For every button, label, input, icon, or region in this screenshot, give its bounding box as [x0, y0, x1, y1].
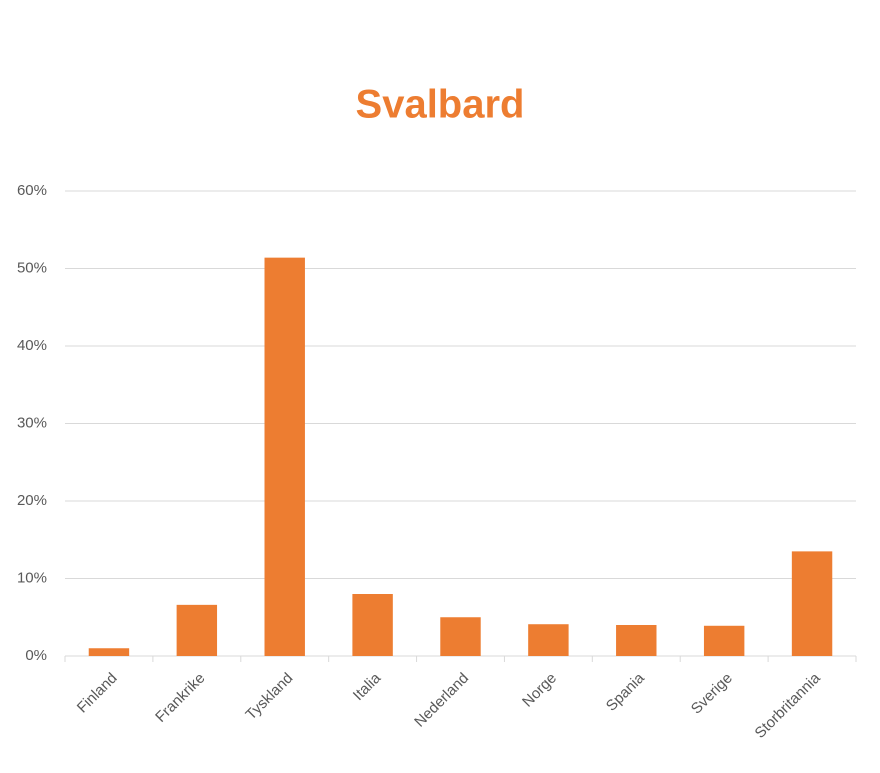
x-tick-label: Spania	[603, 669, 649, 715]
y-tick-label: 50%	[17, 259, 47, 276]
y-tick-label: 10%	[17, 569, 47, 586]
bar	[352, 594, 393, 656]
bar	[440, 617, 481, 656]
bar	[88, 648, 130, 656]
y-tick-label: 20%	[17, 492, 47, 509]
y-tick-label: 40%	[17, 337, 47, 354]
y-tick-label: 0%	[25, 647, 47, 664]
x-tick-label: Tyskland	[242, 670, 296, 724]
chart-title: Svalbard	[356, 83, 525, 127]
y-tick-label: 60%	[17, 182, 47, 199]
x-tick-label: Storbritannia	[752, 669, 825, 742]
x-tick-label: Sverige	[688, 670, 736, 718]
x-tick-label: Nederland	[411, 670, 472, 731]
y-tick-label: 30%	[17, 414, 47, 431]
bar	[703, 625, 745, 656]
x-tick-label: Frankrike	[152, 670, 208, 726]
x-tick-label: Finland	[74, 670, 121, 717]
bar	[528, 624, 569, 656]
bar	[616, 625, 657, 656]
x-tick-label: Norge	[519, 670, 560, 711]
bar	[176, 604, 218, 656]
bar	[264, 257, 305, 656]
bar	[791, 551, 833, 656]
x-tick-label: Italia	[350, 669, 385, 704]
